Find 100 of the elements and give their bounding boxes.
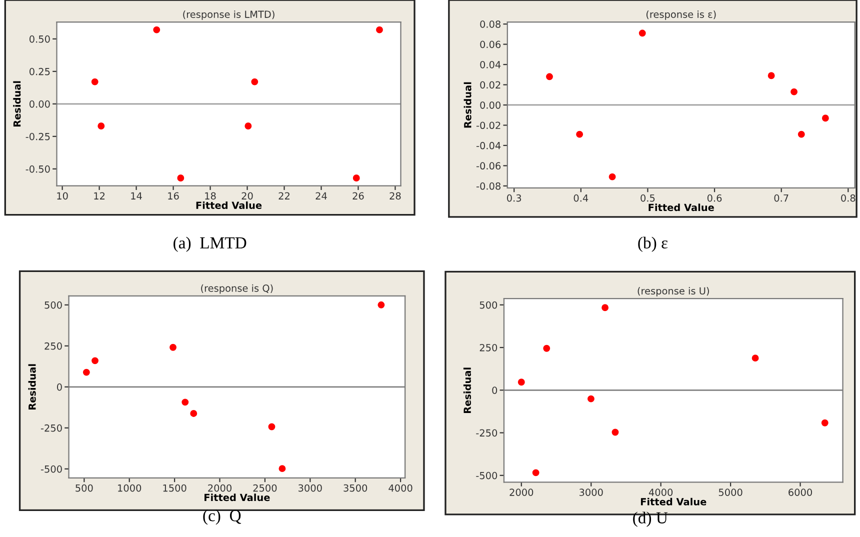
y-tick-label: 0.25 (30, 68, 50, 76)
y-axis-title: Residual (28, 364, 36, 410)
x-tick-label: 26 (352, 192, 364, 200)
x-tick-label: 20 (242, 192, 253, 200)
x-tick-label: 0.7 (774, 194, 788, 202)
point (612, 428, 619, 436)
y-tick-label: 0.00 (30, 100, 50, 108)
text: (d) U (633, 512, 668, 527)
x-tick-label: 2000 (208, 484, 232, 492)
x-tick-label: 4000 (388, 484, 412, 492)
point (98, 122, 105, 130)
x-tick-label: 0.4 (574, 194, 588, 202)
y-tick-label: 250 (480, 344, 498, 352)
y-tick-label: -0.04 (476, 142, 501, 150)
y-tick-label: -250 (476, 429, 498, 437)
x-tick-label: 22 (278, 192, 290, 200)
chart-title: (response is U) (638, 287, 709, 296)
x-tick-label: 18 (205, 192, 216, 200)
x-tick-label: 3000 (579, 488, 603, 496)
x-tick-label: 12 (94, 192, 105, 200)
x-tick-label: 4000 (648, 488, 673, 496)
text: (b) ε (638, 236, 668, 252)
point (546, 73, 553, 80)
x-tick-label: 28 (390, 192, 401, 200)
point (822, 114, 829, 122)
y-tick-label: -0.08 (476, 182, 500, 190)
x-tick-label: 10 (57, 192, 68, 200)
point (576, 130, 584, 138)
y-tick-label: 0.04 (480, 60, 501, 68)
y-tick-label: 0.02 (480, 81, 500, 89)
y-tick-label: -0.06 (476, 162, 501, 170)
point (752, 354, 759, 362)
y-tick-label: 500 (480, 301, 498, 309)
point (798, 130, 805, 138)
y-axis-title: Residual (463, 368, 471, 413)
point (153, 26, 160, 34)
point (638, 30, 646, 37)
x-axis-title: Fitted Value (196, 201, 262, 209)
point (92, 357, 98, 364)
x-axis-title: Fitted Value (648, 204, 714, 212)
point (532, 469, 540, 476)
y-tick-label: -0.25 (26, 132, 50, 140)
point (378, 301, 385, 308)
x-axis-title: Fitted Value (204, 494, 270, 502)
point (821, 419, 828, 426)
y-axis-title: Residual (464, 82, 472, 128)
x-tick-label: 3500 (344, 484, 368, 492)
x-tick-label: 24 (316, 192, 327, 200)
x-tick-label: 0.6 (707, 194, 722, 202)
y-tick-label: -0.02 (476, 122, 500, 130)
point (268, 423, 276, 430)
x-axis-title: Fitted Value (640, 498, 706, 506)
x-tick-label: 2500 (253, 484, 277, 492)
point (602, 304, 609, 312)
y-tick-label: 0 (492, 386, 498, 394)
point (588, 395, 594, 402)
y-tick-label: -500 (476, 472, 498, 480)
y-tick-label: -0.50 (26, 165, 50, 173)
y-tick-label: 500 (44, 301, 62, 309)
point (376, 26, 383, 34)
point (190, 410, 198, 417)
chart-title: (response is Q) (201, 284, 273, 294)
point (170, 344, 176, 351)
point (244, 122, 252, 130)
y-axis-title: Residual (13, 81, 21, 127)
y-tick-label: 0.08 (480, 20, 500, 28)
point (182, 398, 189, 406)
x-tick-label: 1000 (118, 484, 142, 492)
x-tick-label: 3000 (298, 484, 322, 492)
x-tick-label: 5000 (718, 488, 742, 496)
text: (a) LMTD (174, 236, 246, 252)
x-tick-label: 0.3 (506, 194, 522, 202)
y-tick-label: 250 (44, 342, 62, 350)
point (278, 465, 286, 472)
point (608, 173, 616, 180)
point (768, 72, 775, 80)
y-tick-label: -500 (40, 465, 62, 473)
point (251, 78, 258, 86)
x-tick-label: 1500 (163, 484, 186, 492)
x-tick-label: 6000 (788, 488, 812, 496)
y-tick-label: 0.50 (30, 35, 50, 43)
x-tick-label: 16 (168, 192, 179, 200)
point (518, 378, 525, 386)
y-tick-label: 0.06 (480, 40, 501, 48)
point (543, 344, 550, 352)
point (177, 174, 184, 182)
y-tick-label: 0.00 (480, 101, 501, 109)
y-tick-label: 0 (57, 383, 62, 391)
point (790, 88, 798, 96)
text: (c) Q (203, 510, 242, 525)
y-tick-label: -250 (40, 424, 62, 432)
x-tick-label: 0.5 (640, 194, 655, 202)
point (91, 78, 98, 86)
chart-title: (response is LMTD) (183, 10, 274, 20)
chart-title: (response is ε) (646, 10, 716, 20)
point (352, 174, 360, 182)
point (82, 368, 90, 376)
x-tick-label: 0.8 (841, 194, 856, 202)
x-tick-label: 2000 (510, 488, 534, 496)
x-tick-label: 500 (76, 484, 93, 492)
